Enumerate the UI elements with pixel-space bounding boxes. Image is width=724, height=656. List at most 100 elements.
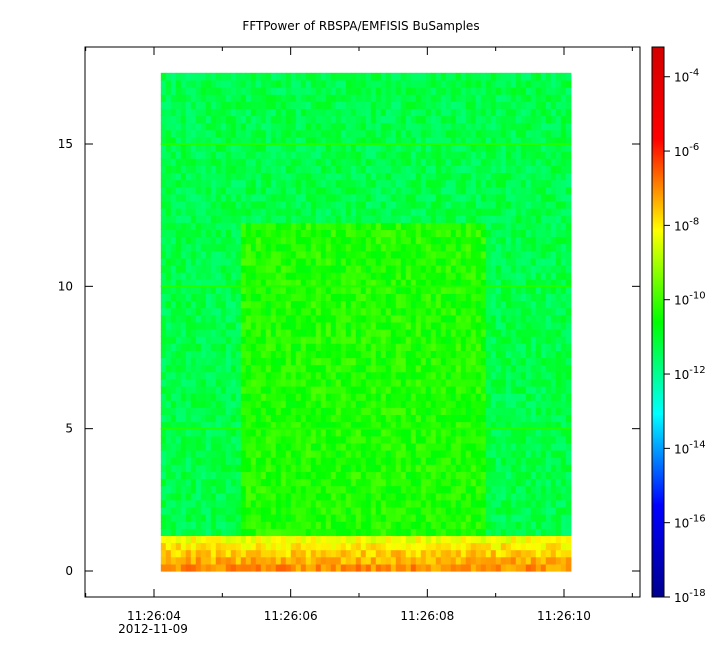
spectrogram-cell <box>235 499 242 508</box>
spectrogram-cell <box>350 521 357 529</box>
spectrogram-cell <box>280 72 287 81</box>
spectrogram-cell <box>220 151 227 159</box>
spectrogram-cell <box>480 350 487 359</box>
spectrogram-cell <box>410 549 417 558</box>
spectrogram-cell <box>250 208 257 216</box>
spectrogram-cell <box>515 485 522 494</box>
spectrogram-cell <box>410 115 417 124</box>
spectrogram-cell <box>350 300 357 309</box>
spectrogram-cell <box>480 364 487 373</box>
spectrogram-cell <box>310 151 317 159</box>
spectrogram-cell <box>465 172 472 181</box>
spectrogram-cell <box>235 478 242 487</box>
spectrogram-cell <box>240 293 247 302</box>
spectrogram-cell <box>210 87 217 95</box>
spectrogram-cell <box>440 101 447 109</box>
spectrogram-cell <box>355 208 362 216</box>
spectrogram-cell <box>375 87 382 95</box>
spectrogram-cell <box>190 506 197 515</box>
spectrogram-cell <box>365 329 372 337</box>
spectrogram-cell <box>405 457 412 465</box>
spectrogram-cell <box>370 414 377 423</box>
spectrogram-cell <box>165 122 172 131</box>
spectrogram-cell <box>165 265 172 273</box>
spectrogram-cell <box>340 435 347 444</box>
spectrogram-cell <box>225 329 232 337</box>
spectrogram-cell <box>245 307 252 316</box>
spectrogram-cell <box>395 457 402 465</box>
spectrogram-cell <box>455 129 462 138</box>
spectrogram-cell <box>475 179 482 188</box>
spectrogram-cell <box>265 421 272 430</box>
spectrogram-cell <box>170 165 177 174</box>
spectrogram-cell <box>305 293 312 302</box>
spectrogram-cell <box>315 386 322 394</box>
spectrogram-cell <box>300 492 307 501</box>
spectrogram-cell <box>405 421 412 430</box>
spectrogram-cell <box>175 535 182 544</box>
spectrogram-cell <box>225 499 232 508</box>
spectrogram-cell <box>275 94 282 102</box>
spectrogram-cell <box>445 371 452 380</box>
spectrogram-cell <box>175 386 182 394</box>
spectrogram-cell <box>175 229 182 238</box>
spectrogram-cell <box>355 257 362 266</box>
spectrogram-cell <box>505 336 512 344</box>
spectrogram-cell <box>220 172 227 181</box>
spectrogram-cell <box>425 321 432 330</box>
spectrogram-cell <box>450 528 457 536</box>
spectrogram-cell <box>240 250 247 259</box>
spectrogram-cell <box>450 329 457 337</box>
spectrogram-cell <box>370 435 377 444</box>
spectrogram-cell <box>160 386 167 394</box>
spectrogram-cell <box>335 250 342 259</box>
spectrogram-cell <box>165 343 172 351</box>
spectrogram-cell <box>310 442 317 451</box>
spectrogram-cell <box>200 250 207 259</box>
spectrogram-cell <box>260 528 267 536</box>
spectrogram-cell <box>175 144 182 152</box>
spectrogram-cell <box>190 542 197 551</box>
spectrogram-cell <box>400 471 407 480</box>
spectrogram-cell <box>265 357 272 366</box>
spectrogram-cell <box>390 478 397 487</box>
spectrogram-cell <box>480 101 487 109</box>
spectrogram-cell <box>280 250 287 259</box>
spectrogram-cell <box>300 364 307 373</box>
spectrogram-cell <box>275 243 282 252</box>
spectrogram-cell <box>240 549 247 558</box>
spectrogram-cell <box>345 343 352 351</box>
spectrogram-cell <box>415 499 422 508</box>
spectrogram-cell <box>300 257 307 266</box>
spectrogram-cell <box>265 442 272 451</box>
spectrogram-cell <box>340 428 347 437</box>
spectrogram-cell <box>160 542 167 551</box>
spectrogram-cell <box>470 208 477 216</box>
spectrogram-cell <box>430 478 437 487</box>
spectrogram-cell <box>315 250 322 259</box>
spectrogram-cell <box>435 556 442 565</box>
spectrogram-cell <box>335 321 342 330</box>
spectrogram-cell <box>295 307 302 316</box>
spectrogram-cell <box>435 407 442 415</box>
spectrogram-cell <box>205 250 212 259</box>
spectrogram-cell <box>350 414 357 423</box>
spectrogram-cell <box>425 94 432 102</box>
spectrogram-cell <box>490 279 497 287</box>
spectrogram-cell <box>420 222 427 230</box>
spectrogram-cell <box>440 215 447 223</box>
spectrogram-cell <box>375 478 382 487</box>
spectrogram-cell <box>465 136 472 145</box>
spectrogram-cell <box>460 528 467 536</box>
spectrogram-cell <box>450 549 457 558</box>
spectrogram-cell <box>375 250 382 259</box>
spectrogram-cell <box>265 378 272 387</box>
spectrogram-cell <box>510 122 517 131</box>
spectrogram-cell <box>455 407 462 415</box>
spectrogram-cell <box>305 421 312 430</box>
spectrogram-cell <box>245 193 252 202</box>
spectrogram-cell <box>390 158 397 166</box>
spectrogram-cell <box>210 364 217 373</box>
spectrogram-cell <box>480 378 487 387</box>
spectrogram-cell <box>240 172 247 181</box>
